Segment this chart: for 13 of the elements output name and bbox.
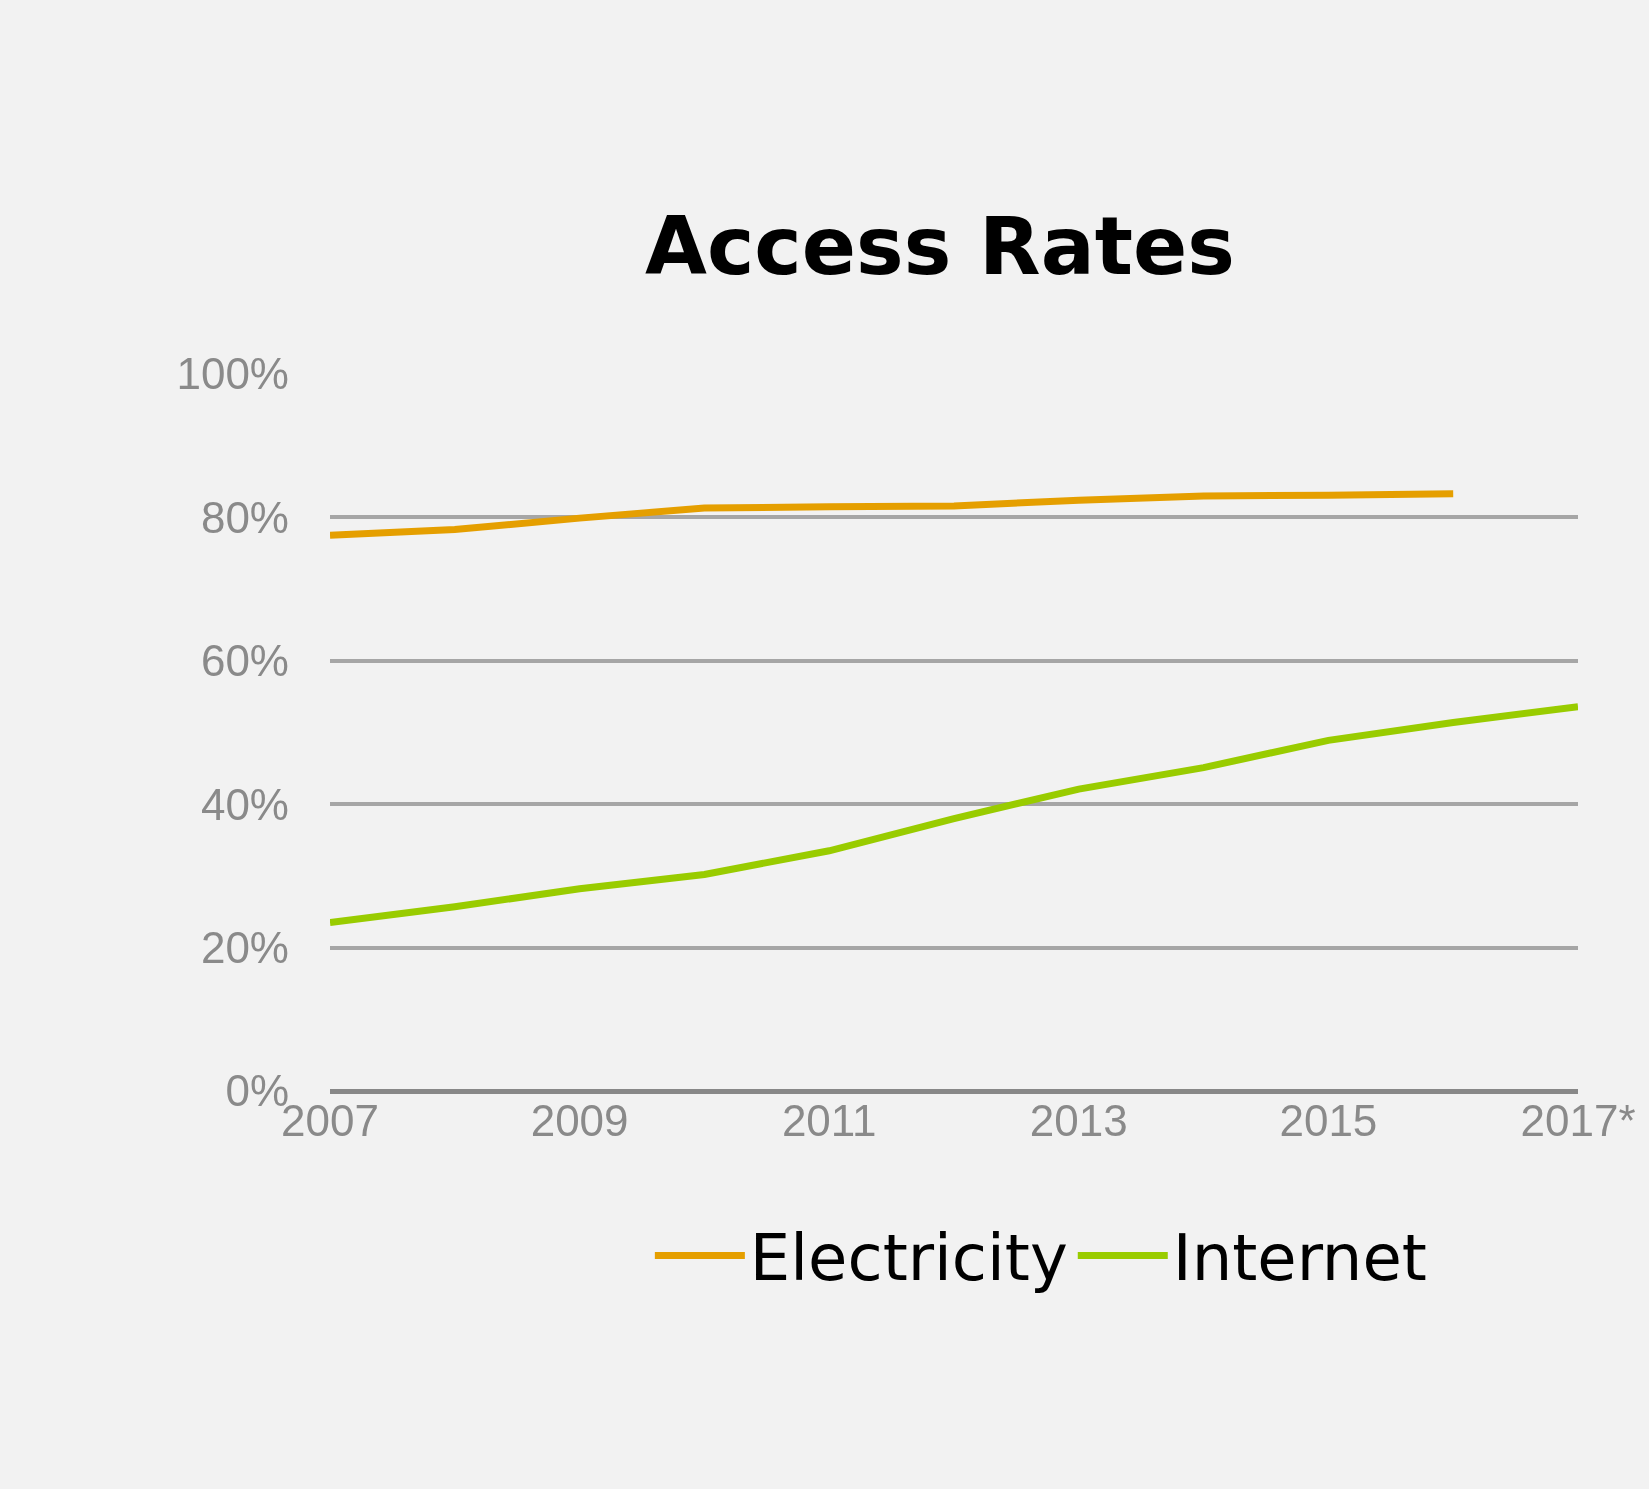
y-tick-label: 20%	[200, 923, 289, 972]
x-tick-label: 2009	[530, 1096, 629, 1145]
y-tick-label: 80%	[200, 492, 289, 542]
x-tick-label: 2011	[781, 1096, 877, 1145]
x-tick-label: 2015	[1279, 1096, 1378, 1145]
x-tick-label: 2013	[1029, 1096, 1128, 1145]
y-tick-label: 40%	[200, 779, 289, 829]
chart-title: Access Rates	[645, 199, 1235, 293]
legend-label: Internet	[1172, 1221, 1427, 1296]
legend-label: Electricity	[749, 1221, 1068, 1296]
y-tick-label: 100%	[176, 349, 289, 399]
y-tick-label: 60%	[200, 636, 289, 686]
x-tick-label: 2017*	[1520, 1096, 1636, 1145]
